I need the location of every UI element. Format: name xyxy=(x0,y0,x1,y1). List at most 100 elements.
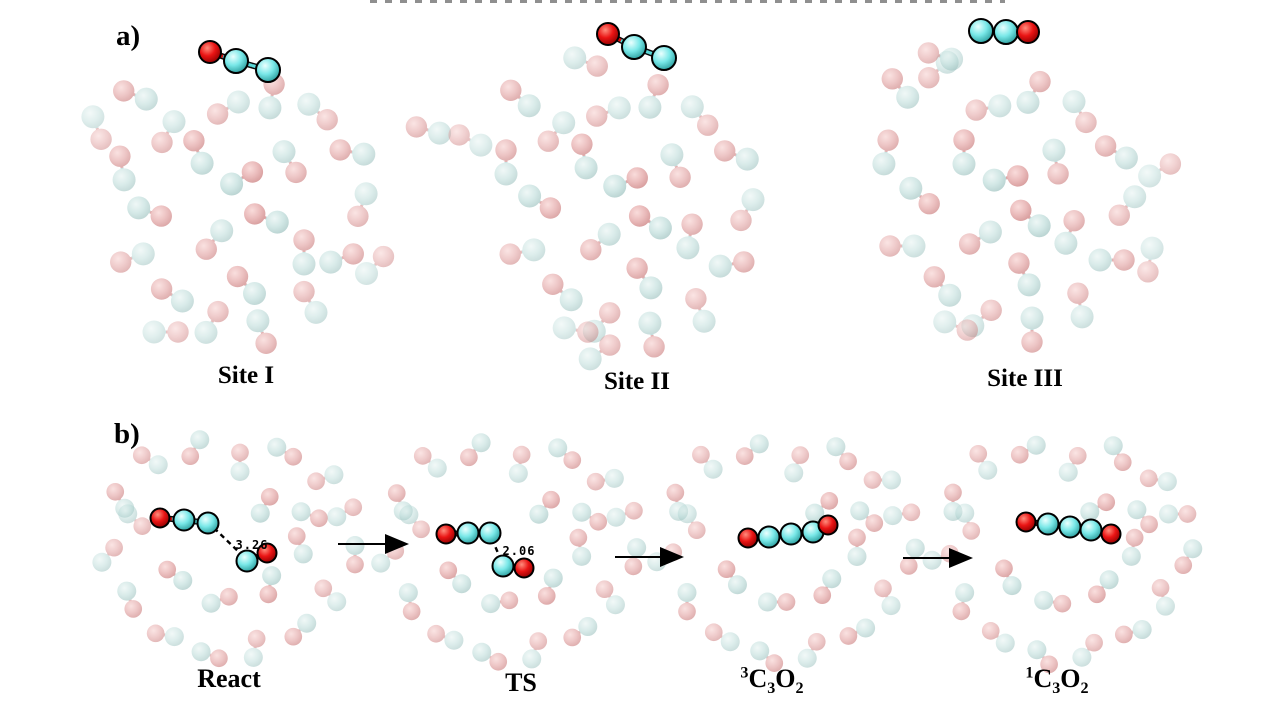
opaque-molecule xyxy=(435,521,535,579)
carbon-atom xyxy=(164,627,184,647)
carbon-atom xyxy=(327,507,347,527)
co-molecule-pair xyxy=(569,528,592,566)
carbon-atom xyxy=(142,320,166,344)
oxygen-atom xyxy=(917,42,940,64)
co-molecule-pair xyxy=(508,445,531,483)
oxygen-atom xyxy=(1053,594,1072,613)
co-molecule-pair xyxy=(1159,504,1197,524)
co-molecule-pair xyxy=(427,624,464,650)
co-molecule-pair xyxy=(267,437,303,466)
oxygen-atom xyxy=(681,213,703,235)
carbon-atom xyxy=(258,96,282,120)
carbon-atom xyxy=(297,613,317,633)
co-molecule-pair xyxy=(563,617,598,647)
co-molecule-pair xyxy=(500,79,541,118)
step-label-1: React xyxy=(197,664,261,693)
carbon-atom-solid xyxy=(478,521,502,545)
carbon-atom xyxy=(1123,185,1147,209)
oxygen-atom xyxy=(664,543,683,562)
oxygen-atom xyxy=(685,288,707,310)
oxygen-atom xyxy=(310,509,328,528)
co-molecule-pair xyxy=(142,320,189,344)
carbon-atom xyxy=(127,196,151,220)
oxygen-atom-solid xyxy=(435,523,457,545)
co-molecule-pair xyxy=(1108,185,1147,226)
carbon-atom xyxy=(826,437,846,457)
oxygen-atom xyxy=(981,622,1000,640)
oxygen-atom xyxy=(941,544,959,563)
oxygen-atom xyxy=(293,229,315,251)
co-molecule-pair xyxy=(327,498,363,527)
co-molecule-pair xyxy=(969,444,998,480)
co-molecule-pair xyxy=(958,220,1002,255)
cropped-caption-remnant xyxy=(370,0,1005,3)
oxygen-atom xyxy=(542,490,560,509)
oxygen-atom xyxy=(599,302,621,324)
carbon-atom xyxy=(1002,576,1022,596)
carbon-atom xyxy=(1070,305,1094,329)
co-molecule-pair xyxy=(1034,590,1072,613)
carbon-atom xyxy=(508,463,528,483)
co-molecule-pair xyxy=(92,538,123,572)
carbon-atom xyxy=(572,546,592,566)
oxygen-atom xyxy=(346,555,364,574)
co-molecule-pair xyxy=(758,592,796,612)
co-molecule-pair xyxy=(708,251,755,278)
co-molecule-pair xyxy=(883,503,921,526)
oxygen-atom xyxy=(495,139,517,161)
oxygen-atom xyxy=(956,319,978,341)
co-molecule-pair xyxy=(714,140,759,171)
carbon-atom xyxy=(902,234,926,258)
co-molecule-pair xyxy=(405,116,452,145)
co-molecule-pair xyxy=(572,502,608,531)
oxygen-atom xyxy=(918,193,940,215)
carbon-atom xyxy=(371,553,391,573)
carbon-atom xyxy=(1017,273,1041,297)
co-molecule-pair xyxy=(982,165,1029,192)
co-molecule-pair xyxy=(580,222,621,261)
oxygen-atom xyxy=(624,557,643,576)
oxygen-atom xyxy=(1047,163,1069,185)
co-molecule-pair xyxy=(81,105,112,150)
co-molecule-pair xyxy=(259,566,282,604)
carbon-atom xyxy=(605,595,625,615)
oxygen-atom xyxy=(813,586,832,605)
co-molecule-pair xyxy=(109,145,136,192)
oxygen-atom xyxy=(765,654,784,672)
oxygen-atom xyxy=(372,245,395,268)
oxygen-atom xyxy=(537,587,556,605)
co-molecule-pair xyxy=(284,613,317,646)
co-molecule-pair xyxy=(307,465,344,491)
carbon-atom xyxy=(703,459,723,479)
oxygen-atom xyxy=(569,528,588,547)
oxygen-atom xyxy=(628,205,651,227)
oxygen-atom xyxy=(1029,70,1051,93)
carbon-atom xyxy=(220,172,244,196)
co-molecule-pair xyxy=(494,139,518,186)
oxygen-atom xyxy=(1139,469,1158,488)
carbon-atom xyxy=(1155,596,1175,616)
carbon-atom xyxy=(548,438,568,458)
co-molecule-pair xyxy=(244,203,289,234)
oxygen-atom xyxy=(881,68,903,90)
oxygen-atom xyxy=(863,471,882,489)
co-molecule-pair xyxy=(704,623,740,652)
oxygen-atom xyxy=(595,580,614,599)
co-molecule-pair xyxy=(347,182,378,227)
carbon-atom xyxy=(194,320,218,344)
co-molecule-pair xyxy=(448,124,493,157)
co-molecule-pair xyxy=(127,196,172,227)
co-molecule-pair xyxy=(117,581,143,618)
co-molecule-pair xyxy=(293,280,328,324)
co-molecule-pair xyxy=(552,316,599,343)
co-molecule-pair xyxy=(206,90,250,125)
oxygen-atom xyxy=(969,444,988,463)
carbon-atom xyxy=(518,184,542,208)
carbon-atom xyxy=(304,300,328,324)
co-molecule-pair xyxy=(750,641,784,672)
carbon-atom xyxy=(272,140,296,164)
co-molecule-pair xyxy=(1127,500,1158,534)
carbon-atom xyxy=(607,96,631,120)
carbon-atom xyxy=(639,276,663,300)
